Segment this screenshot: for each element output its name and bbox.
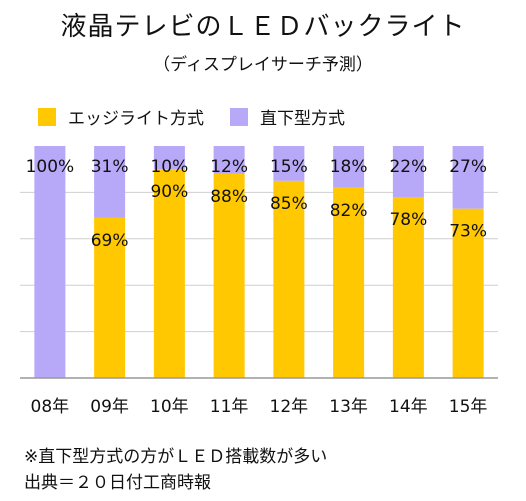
data-label-direct-7: 27% bbox=[449, 157, 487, 177]
bar-direct-7 bbox=[452, 146, 484, 209]
data-label-direct-0: 100% bbox=[26, 157, 75, 177]
legend: エッジライト方式 直下型方式 bbox=[38, 104, 371, 129]
bar-direct-3 bbox=[213, 146, 245, 174]
data-label-edge-2: 90% bbox=[150, 182, 188, 202]
legend-swatch-direct bbox=[230, 107, 248, 126]
data-label-edge-4: 85% bbox=[270, 194, 308, 214]
bar-direct-4 bbox=[273, 146, 305, 181]
bar-edge-7 bbox=[452, 208, 484, 378]
data-label-edge-5: 82% bbox=[330, 201, 368, 221]
legend-label-direct: 直下型方式 bbox=[260, 109, 345, 129]
x-tick-label-0: 08年 bbox=[31, 397, 70, 417]
bar-edge-3 bbox=[213, 173, 245, 378]
data-label-edge-7: 73% bbox=[449, 222, 487, 242]
chart-title: 液晶テレビのＬＥＤバックライト bbox=[60, 12, 466, 42]
x-tick-label-2: 10年 bbox=[150, 397, 189, 417]
x-tick-label-7: 15年 bbox=[449, 397, 488, 417]
x-tick-label-1: 09年 bbox=[90, 397, 129, 417]
data-label-edge-1: 69% bbox=[91, 231, 129, 251]
x-tick-label-4: 12年 bbox=[270, 397, 309, 417]
data-label-direct-4: 15% bbox=[270, 157, 308, 177]
bar-edge-1 bbox=[94, 217, 126, 378]
chart-subtitle: （ディスプレイサーチ予測） bbox=[153, 55, 373, 75]
bar-direct-1 bbox=[94, 146, 126, 218]
bar-edge-2 bbox=[153, 169, 185, 378]
legend-swatch-edge bbox=[38, 107, 56, 126]
data-label-direct-1: 31% bbox=[91, 157, 129, 177]
bar-edge-4 bbox=[273, 180, 305, 378]
x-tick-label-6: 14年 bbox=[389, 397, 428, 417]
data-label-edge-6: 78% bbox=[389, 210, 427, 230]
footnote-source: 出典＝２０日付工商時報 bbox=[24, 473, 211, 493]
bar-direct-0 bbox=[34, 146, 66, 378]
legend-label-edge: エッジライト方式 bbox=[68, 109, 204, 129]
data-label-edge-3: 88% bbox=[210, 187, 248, 207]
data-label-direct-5: 18% bbox=[330, 157, 368, 177]
footnote-led-count: ※直下型方式の方がＬＥＤ搭載数が多い bbox=[24, 447, 328, 467]
data-label-direct-2: 10% bbox=[150, 157, 188, 177]
legend-item-edge: エッジライト方式 bbox=[38, 104, 204, 129]
legend-item-direct: 直下型方式 bbox=[230, 104, 345, 129]
bar-direct-6 bbox=[392, 146, 424, 198]
bar-edge-5 bbox=[333, 187, 365, 378]
bar-edge-6 bbox=[392, 197, 424, 378]
bar-direct-2 bbox=[153, 146, 185, 170]
data-label-direct-6: 22% bbox=[389, 157, 427, 177]
x-tick-label-3: 11年 bbox=[210, 397, 249, 417]
data-label-direct-3: 12% bbox=[210, 157, 248, 177]
x-tick-label-5: 13年 bbox=[329, 397, 368, 417]
bar-direct-5 bbox=[333, 146, 365, 188]
